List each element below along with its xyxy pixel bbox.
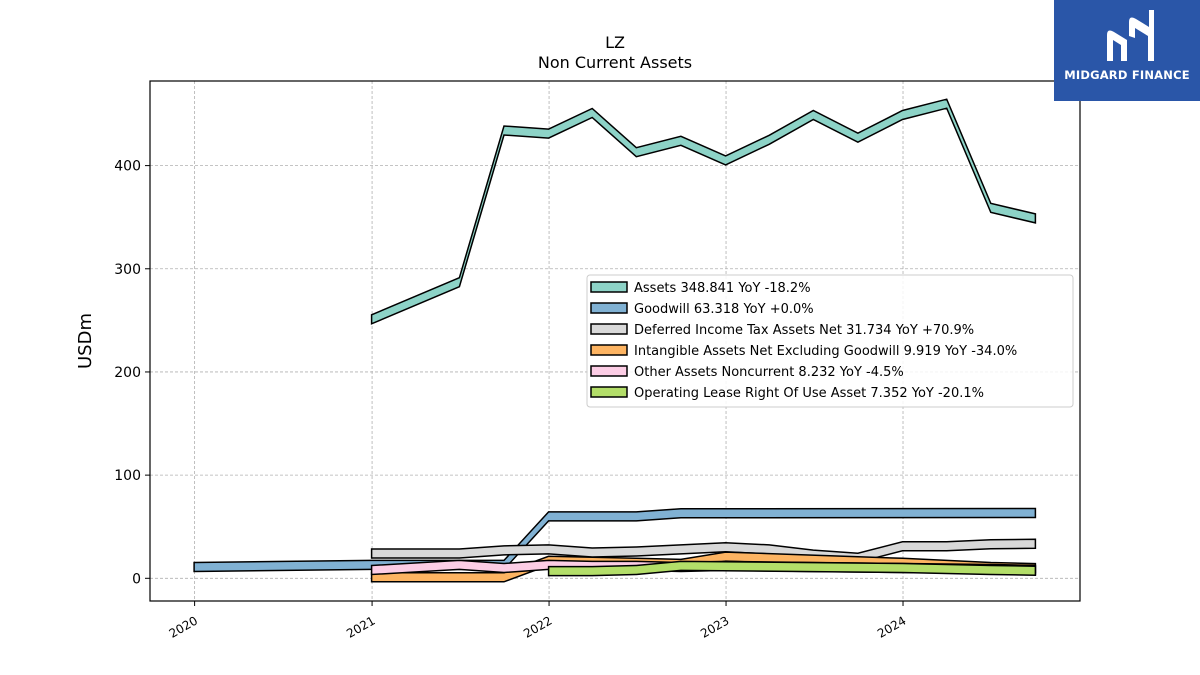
y-tick-label: 200 [114,365,141,381]
y-axis-label: USDm [75,313,96,369]
x-tick-label: 2023 [698,613,731,640]
x-tick-label: 2020 [167,613,200,640]
legend-swatch [590,302,628,314]
legend-label: Deferred Income Tax Assets Net 31.734 Yo… [634,323,974,338]
y-tick-label: 300 [114,262,141,278]
legend-label: Intangible Assets Net Excluding Goodwill… [634,344,1017,359]
series-band [370,98,1037,325]
legend-swatch [590,365,628,377]
y-tick-label: 400 [114,159,141,175]
logo-text: MIDGARD FINANCE [1064,68,1190,82]
chart-subtitle: Non Current Assets [538,53,692,72]
series-layer [193,98,1037,583]
series-band [547,560,1037,577]
series-operating-lease-right-of-use-asset [547,560,1037,577]
legend-swatch [590,323,628,335]
legend-label: Goodwill 63.318 YoY +0.0% [634,302,814,317]
y-tick-label: 0 [132,571,141,587]
legend-entry: Assets 348.841 YoY -18.2% [590,281,811,296]
legend-entry: Operating Lease Right Of Use Asset 7.352… [590,386,984,401]
chart-title: LZ [605,33,625,52]
legend-entry: Intangible Assets Net Excluding Goodwill… [590,344,1017,359]
logo-mark-icon [1107,10,1154,61]
legend-swatch [590,344,628,356]
legend-label: Operating Lease Right Of Use Asset 7.352… [634,386,984,401]
series-assets [370,98,1037,325]
x-tick-label: 2024 [875,613,908,640]
legend-label: Assets 348.841 YoY -18.2% [634,281,811,296]
legend: Assets 348.841 YoY -18.2% Goodwill 63.318… [586,274,1074,408]
legend-label: Other Assets Noncurrent 8.232 YoY -4.5% [634,365,904,380]
legend-swatch [590,386,628,398]
y-tick-label: 100 [114,468,141,484]
legend-frame [586,274,1074,408]
legend-swatch [590,281,628,293]
plot-frame [149,80,1081,602]
legend-entry: Other Assets Noncurrent 8.232 YoY -4.5% [590,365,904,380]
x-tick-label: 2022 [521,613,554,640]
x-tick-label: 2021 [344,613,377,640]
legend-entry: Deferred Income Tax Assets Net 31.734 Yo… [590,323,974,338]
legend-entry: Goodwill 63.318 YoY +0.0% [590,302,814,317]
midgard-finance-logo: MIDGARD FINANCE [1054,0,1200,101]
